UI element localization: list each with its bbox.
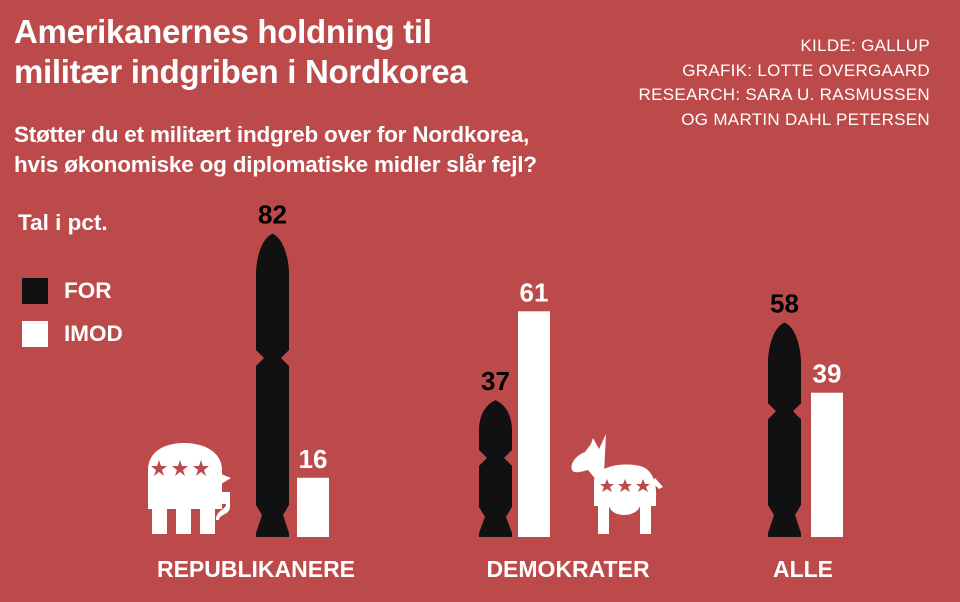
survey-question-line-1: Støtter du et militært indgreb over for … [14,122,530,147]
data-label-imod-republikanere: 16 [299,444,328,474]
data-label-for-demokrater: 37 [481,366,510,396]
bar-for-alle [768,322,801,537]
chart-title: Amerikanernes holdning til militær indgr… [14,12,468,92]
legend-swatch-imod [22,321,48,347]
credit-source: KILDE: GALLUP [800,36,930,55]
legend-item-imod: IMOD [22,321,123,347]
bar-imod-alle [811,392,843,537]
unit-label: Tal i pct. [18,210,108,235]
credit-graphic: GRAFIK: LOTTE OVERGAARD [682,60,930,80]
bar-for-demokrater [479,400,512,537]
bar-imod-republikanere [297,477,329,537]
chart-title-line-1: Amerikanernes holdning til [14,13,432,50]
category-label-alle: ALLE [773,556,833,582]
bar-for-republikanere [256,233,289,537]
data-label-imod-alle: 39 [813,359,842,389]
data-label-for-alle: 58 [770,288,799,318]
elephant-icon [148,443,231,534]
credits: KILDE: GALLUP GRAFIK: LOTTE OVERGAARD RE… [639,34,931,132]
legend-label-imod: IMOD [64,321,123,346]
credit-research-2: OG MARTIN DAHL PETERSEN [681,109,930,129]
survey-question: Støtter du et militært indgreb over for … [14,120,537,179]
bar-imod-demokrater [518,311,550,537]
category-label-republikanere: REPUBLIKANERE [157,556,355,582]
survey-question-line-2: hvis økonomiske og diplomatiske midler s… [14,151,537,177]
category-label-demokrater: DEMOKRATER [486,556,650,582]
category-labels: REPUBLIKANERE DEMOKRATER ALLE [157,556,833,582]
data-label-for-republikanere: 82 [258,200,287,230]
data-label-imod-demokrater: 61 [520,277,549,307]
party-icons [148,434,663,534]
chart-plot: 82 16 37 61 58 39 [256,200,843,537]
legend-item-for: FOR [22,278,112,304]
credit-research: RESEARCH: SARA U. RASMUSSEN [638,85,930,104]
legend-swatch-for [22,278,48,304]
legend-label-for: FOR [64,278,112,303]
donkey-icon [571,434,663,534]
chart-title-line-2: militær indgriben i Nordkorea [14,53,468,90]
